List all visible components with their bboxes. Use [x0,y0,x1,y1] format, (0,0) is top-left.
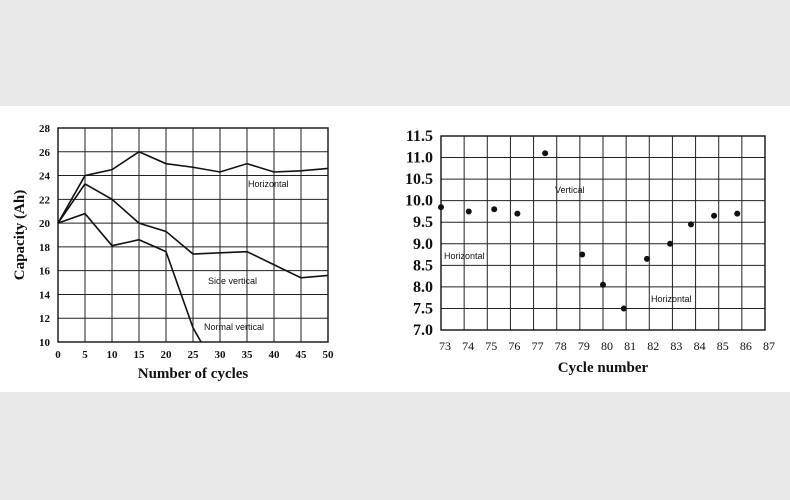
data-point [687,221,694,228]
x-tick-label: 87 [763,339,775,353]
series-annotation: Side vertical [208,276,257,286]
data-point [542,150,549,157]
x-tick-label: 15 [134,349,146,361]
data-point [465,208,472,215]
x-tick-label: 74 [462,339,474,353]
y-tick-label: 24 [39,171,51,183]
y-tick-label: 14 [39,289,51,301]
x-tick-label: 5 [82,349,88,361]
capacity-vs-cycles-chart: 0 5 10 15 20 25 30 35 40 45 50 10 12 14 16 18 20 22 24 26 28… [12,123,335,382]
series-line-side-vertical [57,182,329,279]
x-tick-label: 83 [670,339,682,353]
y-tick-label: 20 [39,218,51,230]
x-tick-label: 45 [296,349,308,361]
x-tick-label: 77 [532,339,544,353]
x-tick-label: 82 [647,339,659,353]
x-tick-label: 79 [578,339,590,353]
series-annotation: Horizontal [248,179,289,189]
y-tick-label: 8.5 [413,257,433,274]
y-tick-label: 10.0 [405,193,433,210]
plot-frame [440,135,766,331]
data-point [620,305,627,312]
x-tick-label: 86 [740,339,752,353]
white-figure-band [0,106,790,392]
x-tick-label: 25 [188,349,200,361]
y-tick-label: 8.0 [413,279,433,296]
x-tick-label: 35 [242,349,254,361]
region-annotation: Horizontal [651,294,692,304]
y-tick-label: 18 [39,242,51,254]
x-tick-label: 76 [508,339,520,353]
y-tick-label: 9.0 [413,236,433,253]
y-tick-label: 7.0 [413,322,433,339]
data-point [579,251,586,258]
x-tick-label: 40 [269,349,281,361]
x-tick-label: 75 [485,339,497,353]
y-tick-label: 11.0 [406,150,433,167]
x-tick-label: 20 [161,349,173,361]
y-tick-label: 9.5 [413,214,433,231]
series-annotation: Normal vertical [204,322,264,332]
y-tick-label: 10.5 [405,171,433,188]
y-axis-label: Capacity (Ah) [12,190,28,280]
data-point [643,255,650,262]
x-tick-label: 73 [439,339,451,353]
x-tick-label: 10 [107,349,119,361]
region-annotation: Vertical [555,185,585,195]
y-tick-label: 16 [39,266,51,278]
x-tick-label: 85 [717,339,729,353]
y-tick-label: 10 [39,337,51,349]
data-point [667,240,674,247]
plot-frame [57,127,329,343]
data-point [438,204,444,211]
x-tick-label: 30 [215,349,227,361]
data-point [491,206,498,213]
x-tick-label: 80 [601,339,613,353]
y-tick-label: 7.5 [413,300,433,317]
y-tick-label: 26 [39,147,51,159]
data-point [514,210,521,217]
x-tick-label: 0 [55,349,61,361]
series-line-normal-vertical [57,212,202,343]
y-tick-label: 22 [39,194,51,206]
data-point [734,210,741,217]
y-tick-label: 11.5 [406,128,433,145]
x-tick-label: 81 [624,339,636,353]
x-tick-label: 84 [694,339,706,353]
ampere-hours-vs-cycle-chart: 73 74 75 76 77 78 79 80 81 82 83 84 85 86 87 7.0 7.5 8.0 8… [405,128,775,376]
data-point [600,281,606,288]
y-tick-label: 12 [39,313,51,325]
x-axis-label: Number of cycles [138,366,249,382]
region-annotation: Horizontal [444,251,485,261]
y-tick-label: 28 [39,123,51,135]
x-axis-label: Cycle number [558,360,649,376]
x-tick-label: 78 [555,339,567,353]
x-tick-label: 50 [323,349,335,361]
series-line-horizontal [57,150,329,224]
data-point [711,212,718,219]
